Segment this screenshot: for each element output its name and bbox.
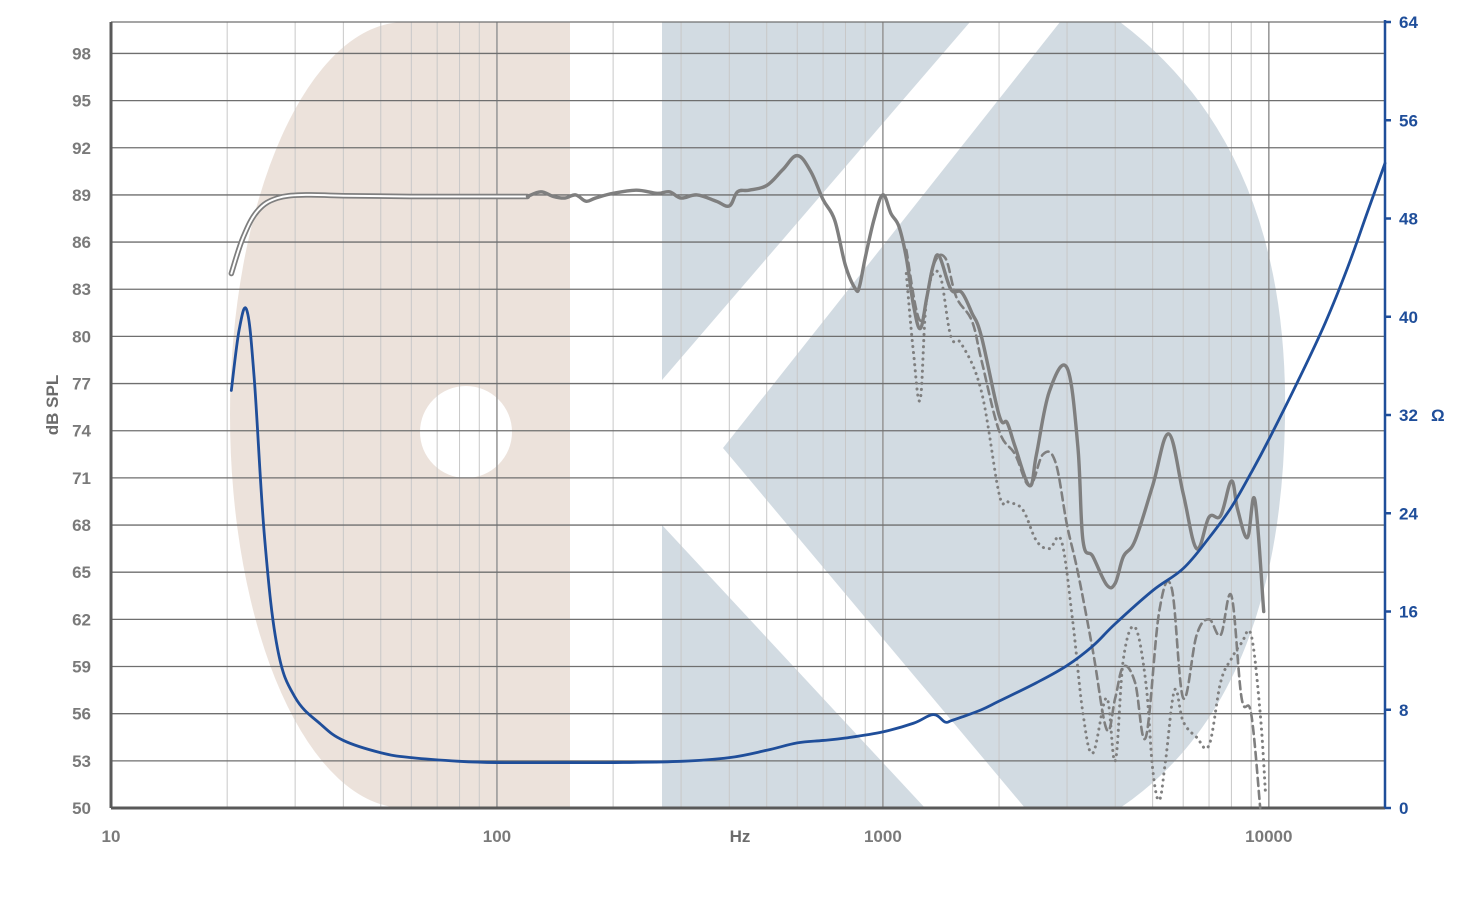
y2-tick-label: 48 xyxy=(1399,210,1418,229)
x-tick-label: 100 xyxy=(483,827,511,846)
grid-lines xyxy=(110,21,1386,809)
tick-labels: 50 53 56 59 62 65 68 71 74 77 80 83 86 89 92 95 98 0 8 16 24… xyxy=(43,13,1445,846)
watermark-left-half-disc xyxy=(230,22,570,808)
watermark-right-shape xyxy=(662,22,970,380)
x-tick-label: 1000 xyxy=(864,827,902,846)
y2-tick-label: 32 xyxy=(1399,406,1418,425)
y2-unit-label: Ω xyxy=(1431,406,1445,425)
y2-tick-label: 8 xyxy=(1399,701,1408,720)
axes xyxy=(109,20,1391,810)
y-tick-label: 68 xyxy=(72,516,91,535)
y2-tick-label: 0 xyxy=(1399,799,1408,818)
y2-tick-label: 64 xyxy=(1399,13,1418,32)
y-tick-label: 80 xyxy=(72,327,91,346)
spl-series-3-dotted xyxy=(904,269,1267,802)
y-tick-label: 83 xyxy=(72,280,91,299)
y2-tick-label: 24 xyxy=(1399,504,1418,523)
y-tick-label: 74 xyxy=(72,422,91,441)
y2-tick-label: 40 xyxy=(1399,308,1418,327)
y-tick-label: 53 xyxy=(72,752,91,771)
y-tick-label: 98 xyxy=(72,44,91,63)
watermark-hole xyxy=(420,386,512,478)
x-tick-label: 10 xyxy=(102,827,121,846)
spl-series-0-inner xyxy=(230,193,529,275)
y-tick-label: 65 xyxy=(72,563,91,582)
y2-tick-label: 16 xyxy=(1399,603,1418,622)
y-tick-label: 95 xyxy=(72,92,91,111)
y-tick-label: 62 xyxy=(72,610,91,629)
data-series xyxy=(228,153,1387,810)
y-tick-label: 59 xyxy=(72,658,91,677)
y-tick-label: 92 xyxy=(72,139,91,158)
spl-series-1-solid xyxy=(525,153,1266,614)
y-tick-label: 77 xyxy=(72,375,91,394)
x-tick-label: 10000 xyxy=(1245,827,1292,846)
brand-watermark xyxy=(230,22,1286,808)
y-tick-label: 50 xyxy=(72,799,91,818)
y2-tick-label: 56 xyxy=(1399,111,1418,130)
x-axis-title: Hz xyxy=(730,827,751,846)
y-tick-label: 56 xyxy=(72,705,91,724)
spl-series-2-dashed xyxy=(905,248,1262,810)
y-tick-label: 86 xyxy=(72,233,91,252)
impedance-series xyxy=(229,161,1387,765)
y-tick-label: 89 xyxy=(72,186,91,205)
y-axis-title: dB SPL xyxy=(43,375,62,435)
watermark-right-shape-2 xyxy=(723,22,1286,808)
y-tick-label: 71 xyxy=(72,469,91,488)
